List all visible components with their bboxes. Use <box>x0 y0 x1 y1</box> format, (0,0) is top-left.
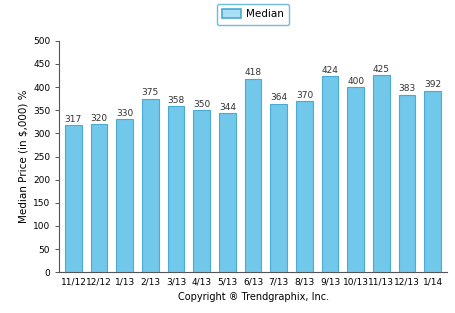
Text: 330: 330 <box>116 109 133 118</box>
Text: 418: 418 <box>244 68 261 77</box>
Bar <box>321 76 338 272</box>
Bar <box>244 79 261 272</box>
Text: 364: 364 <box>270 93 287 102</box>
Bar <box>270 104 287 272</box>
Text: 400: 400 <box>346 77 364 86</box>
Text: 370: 370 <box>295 90 312 100</box>
X-axis label: Copyright ® Trendgraphix, Inc.: Copyright ® Trendgraphix, Inc. <box>177 292 328 302</box>
Text: 424: 424 <box>321 65 338 74</box>
Bar <box>142 99 158 272</box>
Bar <box>116 120 133 272</box>
Y-axis label: Median Price (in $,000) %: Median Price (in $,000) % <box>19 90 29 223</box>
Text: 350: 350 <box>193 100 210 109</box>
Bar <box>295 101 312 272</box>
Text: 317: 317 <box>65 115 82 124</box>
Text: 344: 344 <box>218 103 235 111</box>
Bar <box>398 95 415 272</box>
Text: 375: 375 <box>142 88 159 97</box>
Bar <box>193 110 210 272</box>
Legend: Median: Median <box>217 4 288 25</box>
Text: 392: 392 <box>423 80 440 89</box>
Bar <box>218 113 235 272</box>
Bar <box>91 124 107 272</box>
Bar <box>65 126 81 272</box>
Text: 425: 425 <box>372 65 389 74</box>
Text: 383: 383 <box>398 85 415 94</box>
Bar <box>347 87 363 272</box>
Bar <box>167 106 184 272</box>
Bar <box>372 75 389 272</box>
Text: 320: 320 <box>90 114 107 123</box>
Text: 358: 358 <box>167 96 184 105</box>
Bar <box>424 91 440 272</box>
